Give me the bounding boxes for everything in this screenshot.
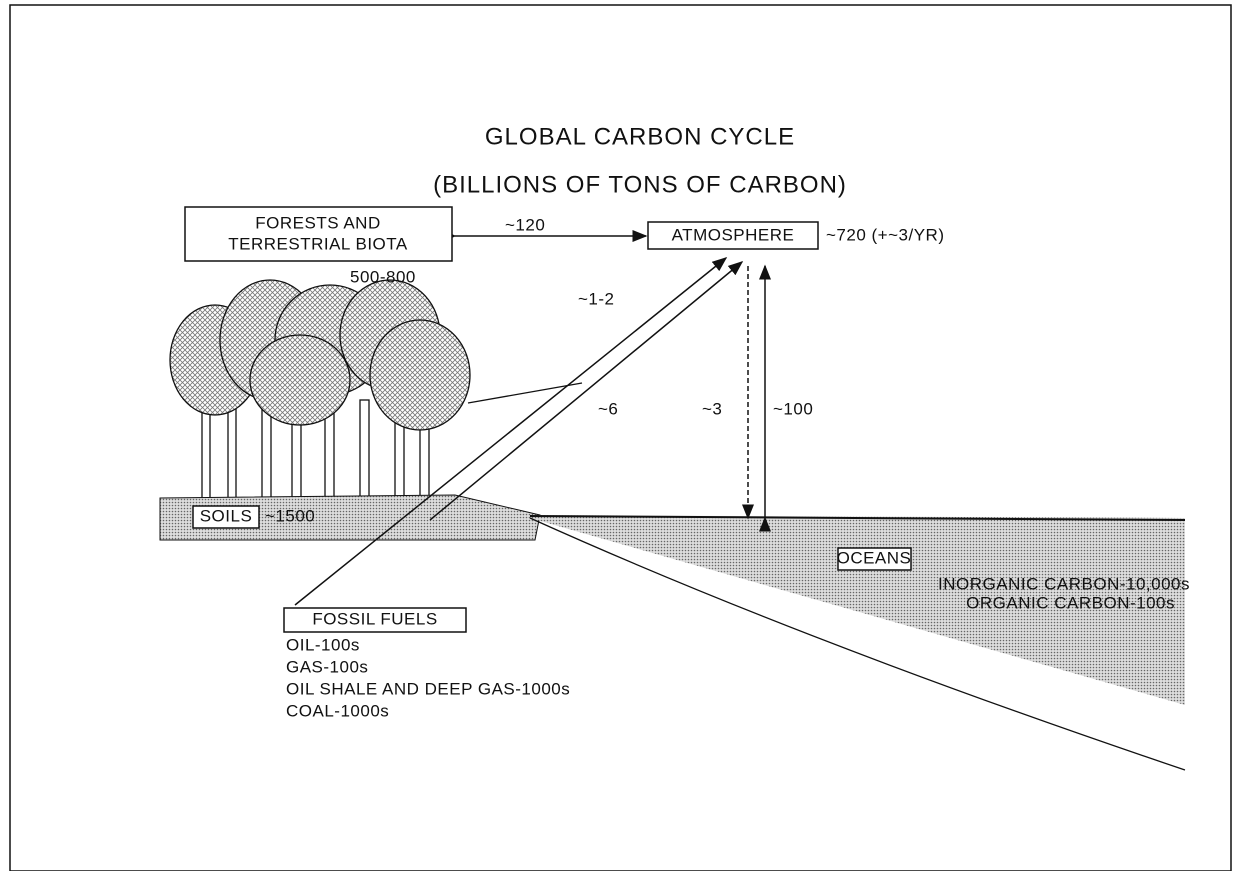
leader-line [468, 383, 582, 403]
fossil-fuels-line: GAS-100s [286, 657, 368, 676]
fossil-fuels-line: COAL-1000s [286, 701, 389, 720]
soils-amount: ~1500 [265, 506, 315, 525]
flow-label: ~1-2 [578, 289, 615, 308]
diagram: GLOBAL CARBON CYCLE (BILLIONS OF TONS OF… [0, 0, 1234, 871]
subtitle: (BILLIONS OF TONS OF CARBON) [433, 171, 847, 198]
atmosphere-label: ATMOSPHERE [672, 225, 795, 244]
forests-amount: 500-800 [350, 267, 416, 286]
oceans-line: INORGANIC CARBON-10,000s [938, 574, 1190, 593]
fossil-fuels-label: FOSSIL FUELS [312, 609, 437, 628]
oceans-label: OCEANS [837, 548, 912, 567]
oceans-line: ORGANIC CARBON-100s [966, 593, 1175, 612]
flow-label: ~120 [505, 215, 545, 234]
trees [170, 280, 470, 500]
flow-label: ~6 [598, 399, 618, 418]
soils-label: SOILS [200, 506, 253, 525]
fossil-fuels-line: OIL SHALE AND DEEP GAS-1000s [286, 679, 570, 698]
flow-label: ~100 [773, 399, 813, 418]
title: GLOBAL CARBON CYCLE [485, 123, 795, 150]
atmosphere-amount: ~720 (+~3/YR) [826, 225, 945, 244]
forests-label: FORESTS AND [255, 213, 380, 232]
fossil-fuels-line: OIL-100s [286, 635, 360, 654]
forests-label: TERRESTRIAL BIOTA [228, 234, 408, 253]
flow-label: ~3 [702, 399, 722, 418]
